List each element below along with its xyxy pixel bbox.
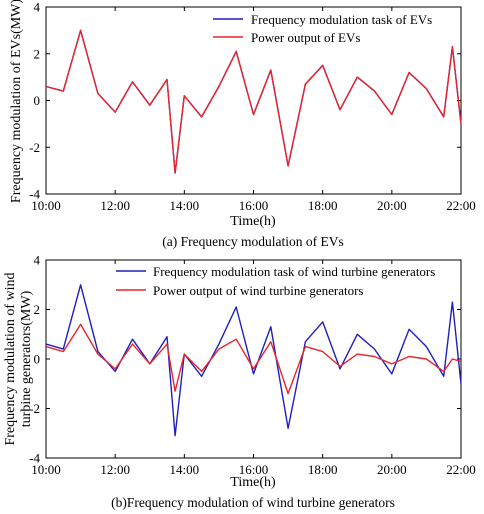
x-tick-label: 14:00: [170, 462, 200, 477]
y-tick-label: 0: [34, 352, 41, 367]
chart-b: -4 -2 0 2 4 10:00 12:00 14:00 16:00 18:00 20:00 22…: [3, 253, 476, 511]
chart-b-y-axis-label: Frequency modulation of wind turbine gen…: [3, 272, 34, 445]
y-tick-label: 4: [34, 0, 41, 15]
chart-b-lines: [45, 284, 462, 437]
y-tick-label: -2: [29, 140, 40, 155]
chart-a-legend-label-task: Frequency modulation task of EVs: [251, 12, 432, 27]
chart-b-x-ticks: 10:00 12:00 14:00 16:00 18:00 20:00 22:00: [31, 260, 476, 477]
chart-a-lines: [45, 29, 462, 174]
x-tick-label: 22:00: [446, 462, 476, 477]
x-tick-label: 12:00: [100, 198, 130, 213]
chart-a-caption: (a) Frequency modulation of EVs: [162, 234, 343, 249]
chart-b-legend-label-output: Power output of wind turbine generators: [153, 283, 363, 298]
chart-b-legend-label-task: Frequency modulation task of wind turbin…: [153, 264, 435, 279]
x-tick-label: 14:00: [170, 198, 200, 213]
series-line-output: [45, 323, 462, 395]
chart-b-caption: (b)Frequency modulation of wind turbine …: [111, 495, 395, 510]
y-tick-label: 0: [34, 93, 41, 108]
chart-b-x-axis-label: Time(h): [230, 475, 276, 490]
x-tick-label: 18:00: [308, 462, 338, 477]
y-tick-label: 2: [34, 302, 41, 317]
y-tick-label: 4: [34, 253, 41, 268]
chart-b-legend: Frequency modulation task of wind turbin…: [116, 264, 435, 298]
x-tick-label: 10:00: [31, 198, 61, 213]
chart-b-y-axis-label-line-1: Frequency modulation of wind: [3, 272, 18, 445]
series-line-output: [45, 29, 462, 174]
y-tick-label: -2: [29, 401, 40, 416]
chart-a-x-axis-label: Time(h): [230, 214, 276, 229]
chart-a-y-ticks: -4 -2 0 2 4: [29, 0, 461, 202]
x-tick-label: 16:00: [239, 198, 269, 213]
chart-a-legend: Frequency modulation task of EVs Power o…: [213, 12, 432, 45]
series-line-task: [45, 29, 462, 174]
x-tick-label: 12:00: [100, 462, 130, 477]
x-tick-label: 10:00: [31, 462, 61, 477]
y-tick-label: -4: [29, 451, 40, 466]
y-tick-label: 2: [34, 46, 41, 61]
chart-a: -4 -2 0 2 4 10:00 12:00 14:00 16:00 18:00 20:00 22…: [9, 0, 476, 249]
x-tick-label: 18:00: [308, 198, 338, 213]
x-tick-label: 22:00: [446, 198, 476, 213]
y-tick-label: -4: [29, 187, 40, 202]
chart-a-legend-label-output: Power output of EVs: [251, 30, 360, 45]
chart-b-y-axis-label-line-2: turbine generators(MW): [19, 290, 34, 427]
x-tick-label: 16:00: [239, 462, 269, 477]
x-tick-label: 20:00: [377, 198, 407, 213]
chart-a-y-axis-label: Frequency modulation of EVs(MW): [9, 0, 24, 203]
x-tick-label: 20:00: [377, 462, 407, 477]
chart-a-x-ticks: 10:00 12:00 14:00 16:00 18:00 20:00 22:00: [31, 7, 476, 213]
